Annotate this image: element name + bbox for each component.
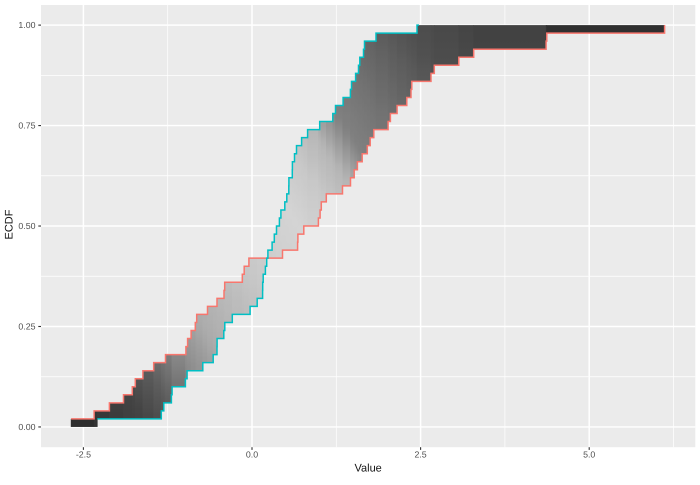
svg-text:2.5: 2.5 <box>414 450 426 460</box>
svg-text:0.75: 0.75 <box>18 121 35 131</box>
svg-text:0.25: 0.25 <box>18 322 35 332</box>
svg-text:5.0: 5.0 <box>583 450 595 460</box>
svg-text:0.00: 0.00 <box>18 422 35 432</box>
svg-text:ECDF: ECDF <box>4 209 16 239</box>
svg-text:-2.5: -2.5 <box>76 450 91 460</box>
svg-text:0.50: 0.50 <box>18 221 35 231</box>
svg-text:0.0: 0.0 <box>246 450 258 460</box>
svg-text:Value: Value <box>354 463 381 475</box>
svg-text:1.00: 1.00 <box>18 20 35 30</box>
